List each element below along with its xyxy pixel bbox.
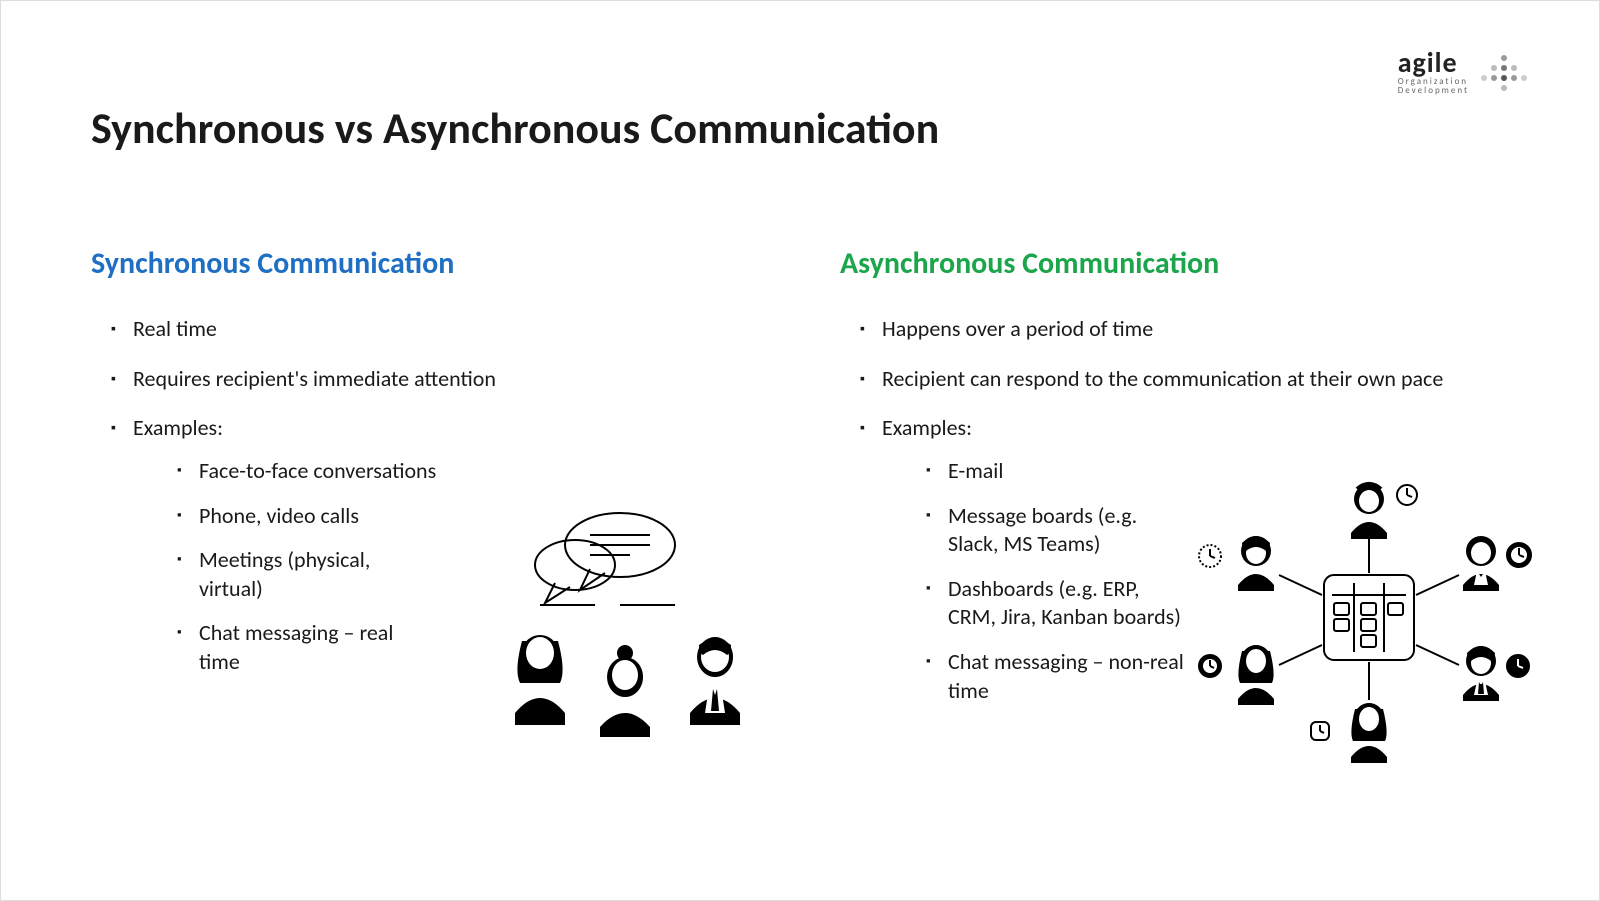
sync-bullet: Real time: [111, 314, 760, 344]
sync-example: Chat messaging – real time: [177, 619, 437, 676]
sync-example: Phone, video calls: [177, 502, 437, 531]
columns: Synchronous Communication Real time Requ…: [91, 245, 1509, 725]
sync-example: Face-to-face conversations: [177, 457, 437, 486]
async-examples-label: Examples:: [882, 414, 972, 441]
async-bullet: Happens over a period of time: [860, 314, 1509, 344]
sync-heading: Synchronous Communication: [91, 245, 760, 282]
async-example: Chat messaging – non-real time: [926, 648, 1186, 705]
async-example: E-mail: [926, 457, 1186, 486]
sync-column: Synchronous Communication Real time Requ…: [91, 245, 760, 725]
logo-sub2: Development: [1398, 86, 1469, 95]
async-heading: Asynchronous Communication: [840, 245, 1509, 282]
sync-example: Meetings (physical, virtual): [177, 546, 437, 603]
logo-main: agile: [1398, 49, 1469, 77]
sync-illustration: [490, 495, 770, 745]
async-illustration: [1179, 465, 1549, 765]
async-example: Message boards (e.g. Slack, MS Teams): [926, 502, 1186, 559]
sync-examples-label: Examples:: [133, 414, 223, 441]
sync-bullet: Requires recipient's immediate attention: [111, 364, 760, 394]
logo-dots-icon: [1479, 52, 1529, 92]
async-example: Dashboards (e.g. ERP, CRM, Jira, Kanban …: [926, 575, 1186, 632]
brand-logo: agile Organization Development: [1398, 49, 1529, 95]
async-column: Asynchronous Communication Happens over …: [840, 245, 1509, 725]
page-title: Synchronous vs Asynchronous Communicatio…: [91, 101, 1509, 155]
async-bullet: Recipient can respond to the communicati…: [860, 364, 1509, 394]
